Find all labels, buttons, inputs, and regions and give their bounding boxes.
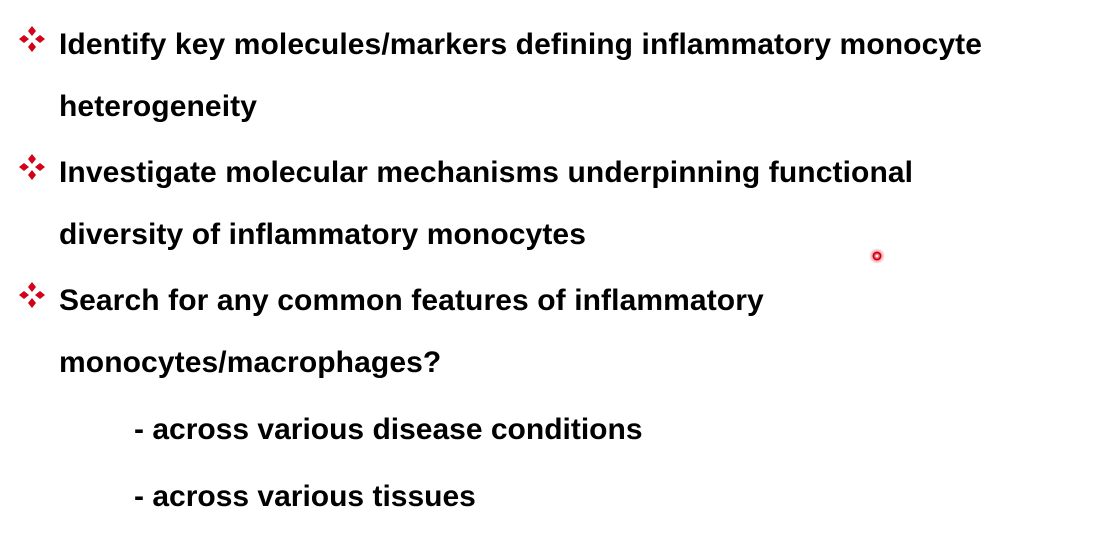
bullet-line: Identify key molecules/markers defining …	[59, 28, 983, 61]
bullet-text: Investigate molecular mechanisms underpi…	[59, 142, 1109, 266]
diamond-bullet-icon	[19, 26, 45, 52]
bullet-line: Investigate molecular mechanisms underpi…	[59, 156, 914, 189]
bullet-line: heterogeneity	[59, 90, 258, 123]
bullet-text: Identify key molecules/markers defining …	[59, 14, 1109, 138]
diamond-bullet-icon	[19, 282, 45, 308]
laser-pointer-icon	[869, 248, 885, 264]
sub-item: - across various tissues	[134, 480, 476, 513]
bullet-line: Search for any common features of inflam…	[59, 284, 764, 317]
bullet-line: monocytes/macrophages?	[59, 346, 442, 379]
sub-item: - across various disease conditions	[134, 413, 643, 446]
bullet-line: diversity of inflammatory monocytes	[59, 218, 586, 251]
bullet-text: Search for any common features of inflam…	[59, 270, 1109, 394]
diamond-bullet-icon	[19, 154, 45, 180]
